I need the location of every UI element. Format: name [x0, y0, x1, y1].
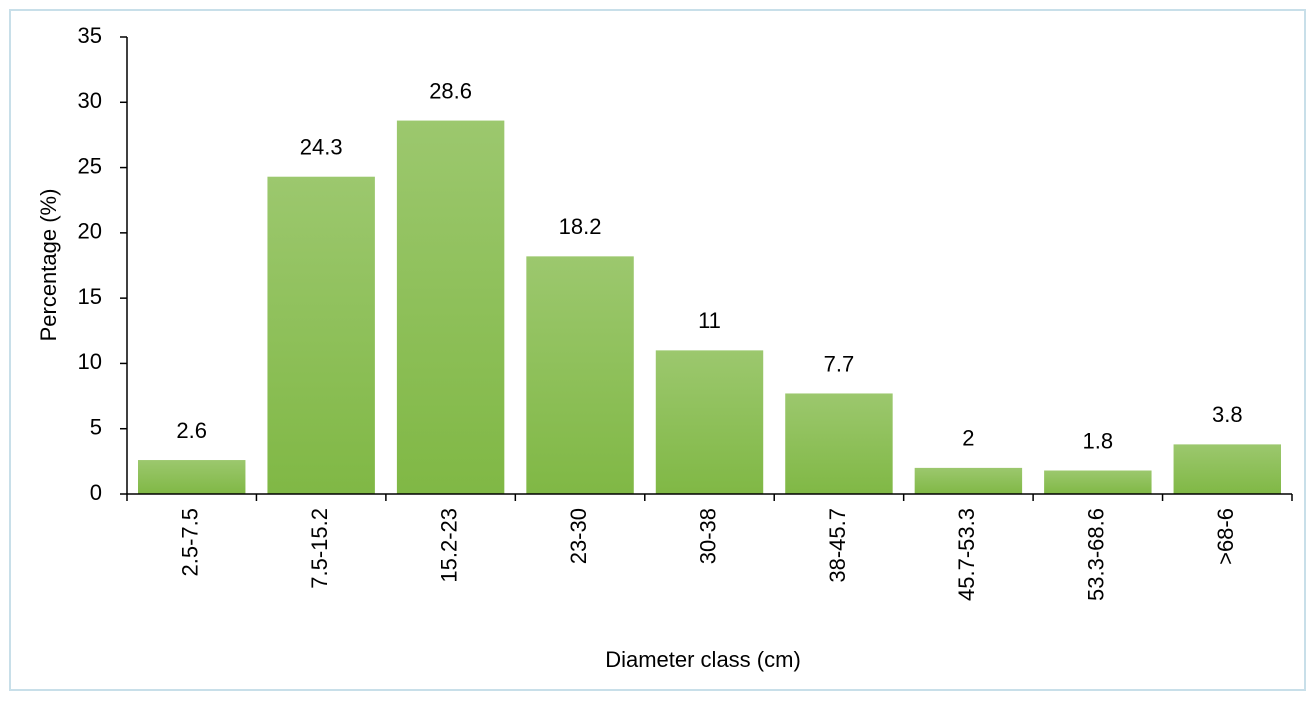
y-tick-label: 30: [78, 88, 102, 113]
bar: [526, 256, 634, 494]
bar: [396, 120, 505, 495]
bar: [785, 393, 893, 494]
y-tick-label: 10: [78, 349, 102, 374]
x-axis-title: Diameter class (cm): [605, 647, 801, 672]
value-label: 24.3: [300, 135, 343, 160]
x-tick-label: 7.5-15.2: [307, 508, 332, 589]
value-label: 18.2: [559, 214, 602, 239]
chart-frame: [9, 9, 1306, 691]
y-tick-label: 0: [90, 480, 102, 505]
bar: [1173, 444, 1281, 494]
bar: [267, 176, 375, 494]
x-tick-label: 45.7-53.3: [954, 508, 979, 601]
x-tick-label: 38-45.7: [825, 508, 850, 583]
value-label: 3.8: [1212, 402, 1243, 427]
x-tick-label: 2.5-7.5: [178, 508, 203, 577]
y-tick-label: 15: [78, 284, 102, 309]
bar: [138, 460, 246, 494]
value-label: 11: [698, 308, 721, 333]
y-tick-label: 5: [90, 415, 102, 440]
bar: [914, 467, 1023, 494]
value-label: 2: [962, 426, 974, 451]
x-tick-label: 23-30: [566, 508, 591, 564]
y-tick-label: 20: [78, 219, 102, 244]
value-label: 1.8: [1083, 428, 1114, 453]
x-tick-label: >68-6: [1213, 508, 1238, 565]
x-tick-label: 53.3-68.6: [1084, 508, 1109, 601]
value-label: 2.6: [176, 418, 207, 443]
y-axis-title: Percentage (%): [36, 189, 61, 342]
x-tick-label: 30-38: [695, 508, 720, 564]
value-label: 7.7: [824, 351, 855, 376]
bar: [655, 350, 764, 494]
y-tick-label: 35: [78, 23, 102, 48]
x-tick-label: 15.2-23: [436, 508, 461, 583]
value-label: 28.6: [429, 78, 472, 103]
bar: [1044, 470, 1152, 494]
y-tick-label: 25: [78, 153, 102, 178]
